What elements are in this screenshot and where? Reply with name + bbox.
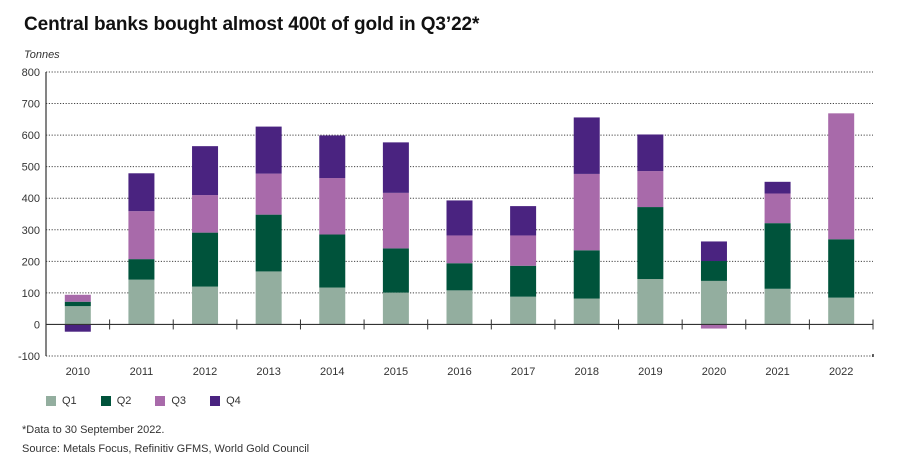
y-tick-label: 400 [22, 193, 40, 205]
gridlines [46, 71, 873, 357]
y-tick-label: -100 [18, 351, 40, 363]
legend-label: Q2 [116, 395, 132, 407]
bar-2012-q3 [192, 195, 219, 233]
bar-2019-q2 [637, 207, 664, 280]
bar-2016-q3 [446, 235, 473, 264]
x-tick-label: 2013 [256, 366, 280, 378]
bar-2018-q1 [573, 298, 600, 325]
legend-label: Q1 [62, 395, 77, 407]
bar-2017-q1 [510, 296, 537, 325]
bar-2022-q1 [828, 297, 855, 325]
y-tick-labels: -100 0 100 200 300 400 500 600 700 800 [18, 67, 40, 363]
x-tick-label: 2016 [447, 366, 471, 378]
legend-swatch [210, 396, 221, 406]
y-tick-label: 0 [34, 319, 40, 331]
bar-2010-q4 [64, 324, 91, 332]
bar-2011-q2 [128, 259, 155, 280]
bar-2021-q1 [764, 288, 791, 325]
source-note: Source: Metals Focus, Refinitiv GFMS, Wo… [22, 443, 310, 455]
bar-2015-q1 [382, 292, 409, 325]
y-axis-unit-label: Tonnes [24, 49, 60, 61]
bar-2010-q1 [64, 306, 91, 325]
bar-2016-q1 [446, 290, 473, 325]
bar-2020-q2 [700, 261, 727, 281]
x-tick-label: 2010 [66, 366, 90, 378]
x-tick-label: 2019 [638, 366, 662, 378]
y-tick-label: 200 [22, 256, 40, 268]
y-tick-label: 300 [22, 225, 40, 237]
bar-2018-q2 [573, 250, 600, 299]
legend-item-q4: Q4 [210, 395, 241, 407]
legend-swatch [100, 396, 111, 406]
bar-2022-q3 [828, 113, 855, 240]
bar-2015-q3 [382, 192, 409, 249]
bar-2018-q3 [573, 173, 600, 251]
legend-swatch [155, 396, 166, 406]
bar-2018-q4 [573, 117, 600, 174]
bar-2012-q1 [192, 286, 219, 325]
bar-2011-q3 [128, 211, 155, 260]
bar-2022-q2 [828, 239, 855, 298]
legend-item-q1: Q1 [46, 395, 77, 407]
x-tick-label: 2011 [130, 366, 154, 378]
bar-2015-q4 [382, 142, 409, 193]
legend-item-q3: Q3 [155, 395, 186, 407]
legend-item-q2: Q2 [100, 395, 132, 407]
legend-label: Q4 [226, 395, 241, 407]
x-tick-label: 2022 [829, 366, 853, 378]
bar-2014-q4 [319, 135, 346, 179]
y-tick-label: 800 [22, 67, 40, 79]
bar-2013-q2 [255, 214, 282, 272]
bar-2012-q2 [192, 232, 219, 287]
bar-2013-q3 [255, 173, 282, 215]
bar-2011-q4 [128, 173, 155, 212]
bar-2017-q4 [510, 206, 537, 236]
bar-2020-q4 [700, 241, 727, 262]
bar-2015-q2 [382, 248, 409, 293]
bar-2016-q4 [446, 200, 473, 236]
bar-2013-q4 [255, 126, 282, 174]
legend-label: Q3 [171, 395, 187, 407]
y-tick-label: 100 [22, 288, 40, 300]
y-tick-label: 700 [22, 99, 40, 111]
bar-2010-q2 [64, 301, 91, 307]
x-tick-label: 2012 [193, 366, 217, 378]
bar-2019-q1 [637, 279, 664, 325]
y-tick-label: 500 [22, 162, 40, 174]
legend-swatch [46, 396, 56, 406]
x-tick-labels: 2010 2011 2012 2013 2014 2015 2016 2017 2018 2019… [66, 366, 854, 378]
bar-2012-q4 [192, 146, 219, 196]
bar-2021-q3 [764, 193, 791, 224]
bar-2010-q3 [64, 294, 91, 302]
x-tick-label: 2021 [765, 366, 789, 378]
x-tick-label: 2020 [702, 366, 726, 378]
bar-2016-q2 [446, 263, 473, 291]
footnote: *Data to 30 September 2022. [22, 424, 165, 436]
bar-2014-q3 [319, 178, 346, 235]
bar-2013-q1 [255, 271, 282, 325]
bar-2011-q1 [128, 279, 155, 325]
bar-2017-q2 [510, 265, 537, 297]
x-tick-label: 2014 [320, 366, 344, 378]
x-tick-label: 2017 [511, 366, 535, 378]
bar-2014-q1 [319, 287, 346, 325]
x-tick-label: 2018 [574, 366, 598, 378]
bar-2020-q3 [700, 324, 727, 329]
axes [45, 72, 874, 357]
x-tick-label: 2015 [384, 366, 408, 378]
legend: Q1 Q2 Q3 Q4 [46, 395, 265, 407]
y-tick-label: 600 [22, 130, 40, 142]
bar-2020-q1 [700, 280, 727, 325]
bar-2017-q3 [510, 235, 537, 266]
bar-2019-q3 [637, 171, 664, 208]
bar-2014-q2 [319, 234, 346, 288]
bar-2021-q2 [764, 223, 791, 289]
bars [64, 113, 855, 332]
bar-2019-q4 [637, 134, 664, 172]
chart-title: Central banks bought almost 400t of gold… [24, 14, 480, 35]
bar-2021-q4 [764, 181, 791, 194]
